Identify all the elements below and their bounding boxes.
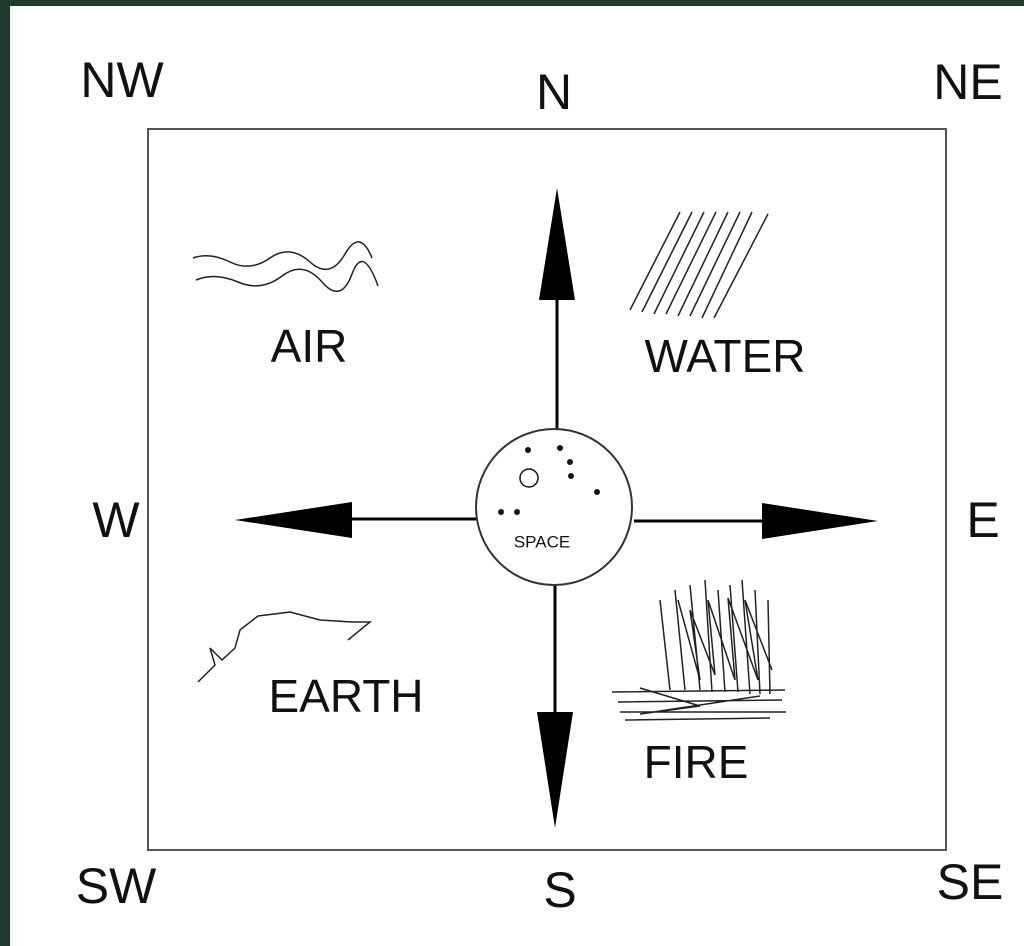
element-label: FIRE [644,736,749,788]
direction-label: E [966,492,999,548]
space-circle [476,429,632,585]
element-label: WATER [645,330,806,382]
page: NW N NE W E SW S SE SPACE AIR WATER EART… [0,0,1024,946]
element-label: AIR [271,320,348,372]
direction-label: N [536,64,572,120]
direction-label: W [92,492,140,548]
center-label: SPACE [514,532,570,551]
direction-label: NE [933,54,1002,110]
direction-label: S [543,862,576,918]
direction-label: NW [80,52,164,108]
direction-label: SE [937,854,1004,910]
direction-label: SW [76,858,157,914]
element-label: EARTH [268,670,423,722]
